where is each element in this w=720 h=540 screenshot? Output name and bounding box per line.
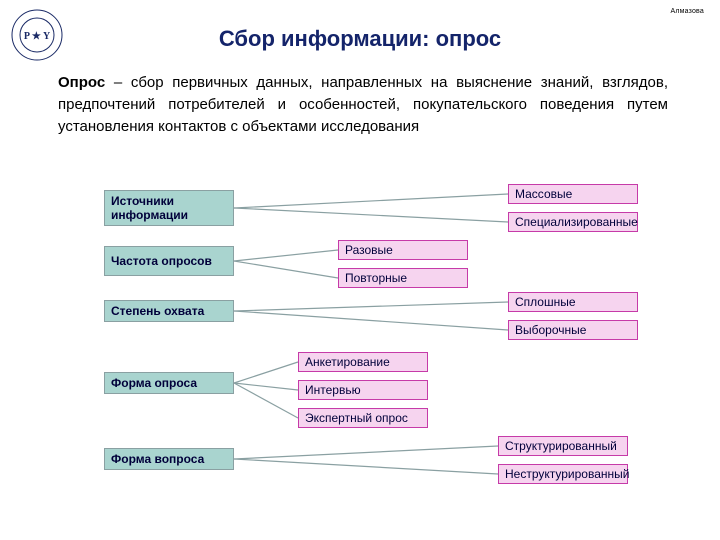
definition-paragraph: Опрос – сбор первичных данных, направлен…: [58, 72, 668, 137]
source-s2: Частота опросов: [104, 246, 234, 276]
target-t5: Сплошные: [508, 292, 638, 312]
corner-author: Алмазова: [670, 8, 704, 15]
target-t8: Интервью: [298, 380, 428, 400]
source-s4: Форма опроса: [104, 372, 234, 394]
target-t3: Разовые: [338, 240, 468, 260]
target-t10: Структурированный: [498, 436, 628, 456]
source-s3: Степень охвата: [104, 300, 234, 322]
target-t7: Анкетирование: [298, 352, 428, 372]
source-s5: Форма вопроса: [104, 448, 234, 470]
slide-title: Сбор информации: опрос: [0, 26, 720, 52]
target-t4: Повторные: [338, 268, 468, 288]
definition-text: – сбор первичных данных, направленных на…: [58, 74, 668, 135]
target-t11: Неструктурированный: [498, 464, 628, 484]
definition-term: Опрос: [58, 74, 105, 91]
target-t1: Массовые: [508, 184, 638, 204]
classification-diagram: Массовые Специализированные Разовые Повторн…: [0, 180, 720, 532]
target-t9: Экспертный опрос: [298, 408, 428, 428]
source-s1: Источники информации: [104, 190, 234, 226]
target-t2: Специализированные: [508, 212, 638, 232]
target-t6: Выборочные: [508, 320, 638, 340]
